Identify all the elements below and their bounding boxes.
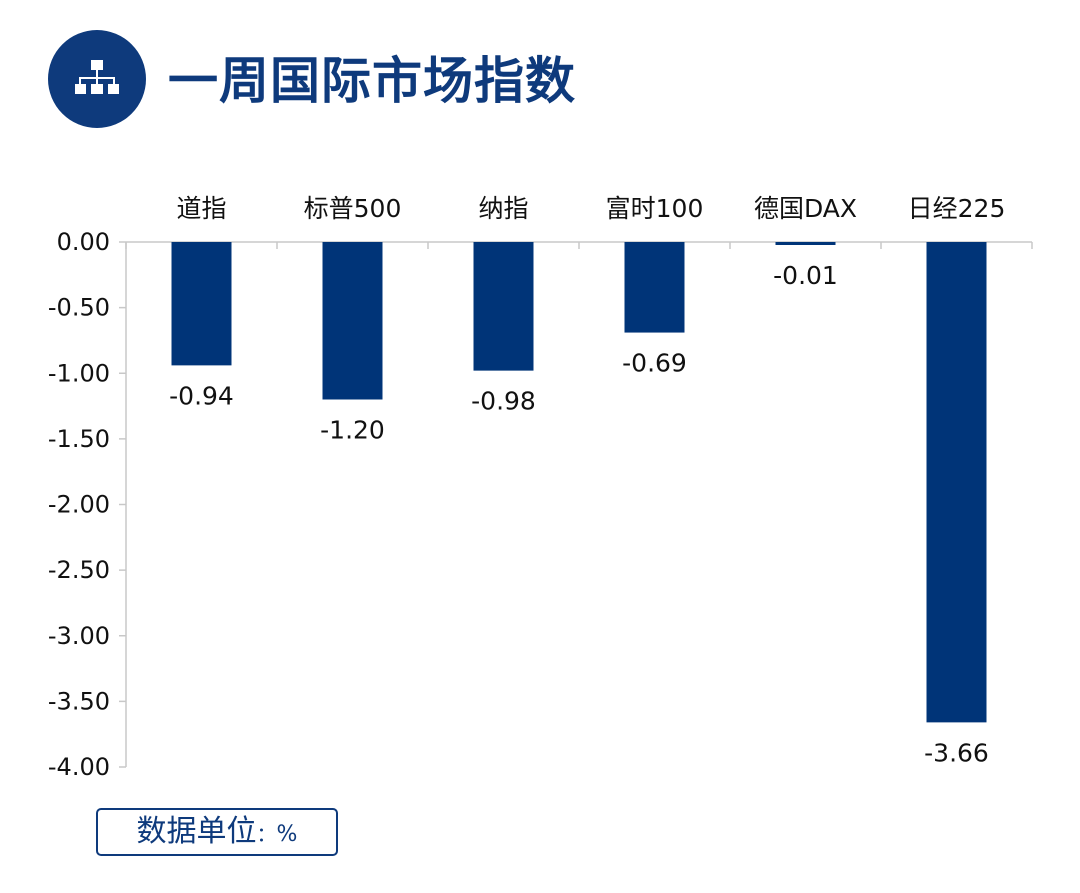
x-tick-label: 纳指 (478, 194, 528, 223)
bar (775, 242, 836, 245)
y-tick-label: -1.00 (48, 359, 110, 387)
bar (322, 242, 383, 400)
page-title: 一周国际市场指数 (168, 52, 576, 110)
y-tick-label: -2.50 (48, 556, 110, 584)
data-label: -0.94 (169, 381, 234, 410)
y-tick-label: -1.50 (48, 425, 110, 453)
bar (624, 242, 685, 333)
y-tick-label: -4.00 (48, 753, 110, 781)
y-tick-label: -3.50 (48, 687, 110, 715)
bar (171, 242, 232, 366)
x-tick-label: 富时100 (606, 194, 704, 223)
x-tick-label: 德国DAX (754, 194, 857, 223)
bar (473, 242, 534, 371)
unit-symbol: % (276, 822, 298, 847)
unit-note: 数据单位：% (96, 808, 338, 856)
x-tick-label: 日经225 (908, 194, 1006, 223)
data-label: -0.01 (773, 261, 838, 290)
y-tick-label: -3.00 (48, 622, 110, 650)
header-badge (48, 30, 146, 128)
y-tick-label: 0.00 (57, 228, 110, 256)
data-label: -1.20 (320, 416, 385, 445)
unit-separator: ： (256, 822, 277, 846)
unit-label: 数据单位 (136, 814, 257, 849)
y-tick-label: -2.00 (48, 491, 110, 519)
sitemap-icon (75, 60, 119, 94)
data-label: -0.69 (622, 349, 687, 378)
data-label: -3.66 (924, 738, 989, 767)
data-label: -0.98 (471, 387, 536, 416)
y-tick-label: -0.50 (48, 294, 110, 322)
x-tick-label: 道指 (176, 194, 226, 223)
x-tick-label: 标普500 (304, 194, 402, 223)
bar (926, 242, 987, 723)
